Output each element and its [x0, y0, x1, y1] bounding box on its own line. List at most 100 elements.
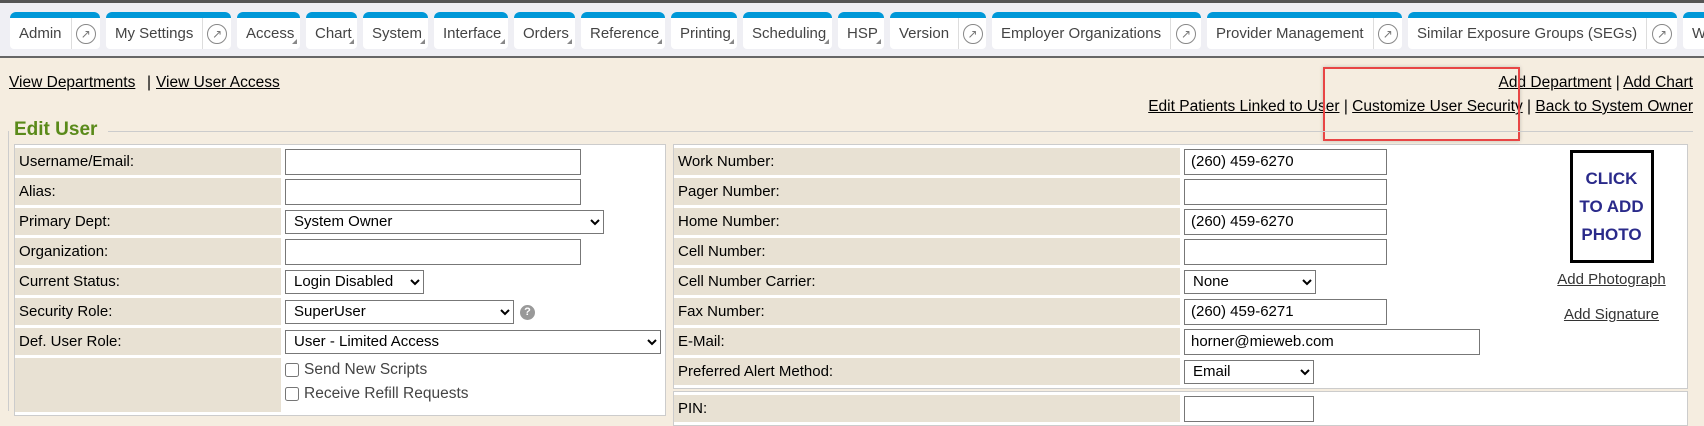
def-role-label: Def. User Role: [15, 328, 281, 355]
edit-user-fieldset [8, 131, 1698, 411]
work-number-input[interactable] [1184, 148, 1387, 175]
organization-input[interactable] [285, 238, 581, 265]
nav-tab-label: My Settings [115, 25, 194, 42]
def-user-role-select[interactable]: User - Limited Access [285, 329, 661, 354]
nav-tab-label: System [372, 25, 423, 42]
nav-tab-label: Scheduling [752, 25, 827, 42]
separator: | [1527, 98, 1532, 115]
separator: | [1615, 74, 1620, 91]
send-new-scripts-checkbox[interactable]: Send New Scripts [285, 358, 661, 382]
nav-tab-label: Version [899, 25, 950, 42]
view-user-access-link[interactable]: View User Access [156, 74, 280, 91]
nav-tab-orders[interactable]: Orders [514, 12, 575, 49]
add-department-link[interactable]: Add Department [1498, 74, 1612, 91]
open-external-icon[interactable]: ↗ [70, 18, 100, 49]
nav-tab-version[interactable]: Version ↗ [890, 12, 986, 49]
separator: | [147, 74, 152, 91]
alias-label: Alias: [15, 178, 281, 205]
fax-number-input[interactable] [1184, 298, 1387, 325]
add-photograph-link[interactable]: Add Photograph [1557, 271, 1666, 288]
nav-tab-label: Provider Management [1216, 25, 1364, 42]
edit-patients-link[interactable]: Edit Patients Linked to User [1148, 98, 1340, 115]
table-row: Current Status: Login Disabled [15, 268, 665, 295]
nav-tab-chart[interactable]: Chart [306, 12, 357, 49]
help-icon[interactable]: ? [520, 304, 535, 320]
nav-tab-similar-exposure-groups-segs[interactable]: Similar Exposure Groups (SEGs) ↗ [1408, 12, 1677, 49]
nav-tab-label: Chart [315, 25, 352, 42]
nav-tab-my-settings[interactable]: My Settings ↗ [106, 12, 231, 49]
nav-tab-reference[interactable]: Reference [581, 12, 665, 49]
open-external-icon[interactable]: ↗ [1372, 18, 1402, 49]
table-row: Security Role: SuperUser? [15, 298, 665, 325]
nav-tab-label: HSP [847, 25, 878, 42]
table-row: Fax Number: [674, 298, 1687, 325]
nav-tab-admin[interactable]: Admin ↗ [10, 12, 100, 49]
nav-tab-employer-organizations[interactable]: Employer Organizations ↗ [992, 12, 1201, 49]
username-input[interactable] [285, 148, 581, 175]
nav-tab-access[interactable]: Access [237, 12, 300, 49]
view-departments-link[interactable]: View Departments [9, 74, 136, 91]
nav-tab-label: Printing [680, 25, 731, 42]
user-links: Edit Patients Linked to User | Customize… [1148, 98, 1693, 116]
user-info-table: Username/Email: Alias: Primary Dept: Syst… [14, 144, 666, 416]
current-status-select[interactable]: Login Disabled [285, 269, 424, 294]
table-row: E-Mail: [674, 328, 1687, 355]
click-to-add-photo[interactable]: CLICK TO ADD PHOTO [1569, 150, 1654, 263]
nav-tab-scheduling[interactable]: Scheduling [743, 12, 832, 49]
nav-tab-wo[interactable]: Wo [1683, 12, 1704, 49]
empty-label [15, 358, 281, 412]
pin-label: PIN: [674, 395, 1180, 422]
nav-tabs: Admin ↗ My Settings ↗ Access Chart System Inter… [10, 12, 1704, 49]
table-row: Preferred Alert Method: Email [674, 358, 1687, 385]
cell-number-input[interactable] [1184, 238, 1387, 265]
cell-carrier-select[interactable]: None [1184, 269, 1316, 294]
add-signature-link[interactable]: Add Signature [1563, 306, 1660, 323]
receive-refill-checkbox[interactable]: Receive Refill Requests [285, 382, 661, 406]
alert-method-select[interactable]: Email [1184, 359, 1314, 384]
table-row: Primary Dept: System Owner [15, 208, 665, 235]
pin-input[interactable] [1184, 395, 1314, 422]
table-row: Pager Number: [674, 178, 1687, 205]
open-external-icon[interactable]: ↗ [202, 18, 231, 49]
nav-tab-label: Admin [19, 25, 62, 42]
nav-tab-label: Interface [443, 25, 502, 42]
pin-table: PIN: [673, 391, 1688, 426]
nav-tab-provider-management[interactable]: Provider Management ↗ [1207, 12, 1402, 49]
home-number-label: Home Number: [674, 208, 1180, 235]
back-to-system-owner-link[interactable]: Back to System Owner [1535, 98, 1693, 115]
nav-tab-hsp[interactable]: HSP [838, 12, 884, 49]
table-row: Username/Email: [15, 148, 665, 175]
nav-tab-printing[interactable]: Printing [671, 12, 737, 49]
table-row: Def. User Role: User - Limited Access [15, 328, 665, 355]
primary-dept-select[interactable]: System Owner [285, 209, 604, 234]
nav-tab-system[interactable]: System [363, 12, 428, 49]
security-role-select[interactable]: SuperUser [285, 299, 514, 324]
work-number-label: Work Number: [674, 148, 1180, 175]
email-input[interactable] [1184, 328, 1480, 355]
pager-number-input[interactable] [1184, 178, 1387, 205]
main-nav: Admin ↗ My Settings ↗ Access Chart System Inter… [0, 3, 1704, 58]
highlight-box [1323, 67, 1520, 141]
alias-input[interactable] [285, 178, 581, 205]
add-chart-link[interactable]: Add Chart [1623, 74, 1693, 91]
open-external-icon[interactable]: ↗ [1646, 18, 1677, 49]
table-row: PIN: [674, 395, 1687, 422]
status-label: Current Status: [15, 268, 281, 295]
nav-tab-interface[interactable]: Interface [434, 12, 508, 49]
nav-tab-label: Similar Exposure Groups (SEGs) [1417, 25, 1638, 42]
pager-label: Pager Number: [674, 178, 1180, 205]
nav-tab-label: Orders [523, 25, 569, 42]
carrier-label: Cell Number Carrier: [674, 268, 1180, 295]
customize-user-security-link[interactable]: Customize User Security [1352, 98, 1523, 115]
username-label: Username/Email: [15, 148, 281, 175]
security-role-label: Security Role: [15, 298, 281, 325]
open-external-icon[interactable]: ↗ [958, 18, 986, 49]
open-external-icon[interactable]: ↗ [1170, 18, 1201, 49]
page-title: Edit User [14, 119, 98, 140]
cell-number-label: Cell Number: [674, 238, 1180, 265]
top-right-links: Add Department | Add Chart [1499, 74, 1693, 92]
table-row: Send New Scripts Receive Refill Requests [15, 358, 665, 412]
home-number-input[interactable] [1184, 208, 1387, 235]
